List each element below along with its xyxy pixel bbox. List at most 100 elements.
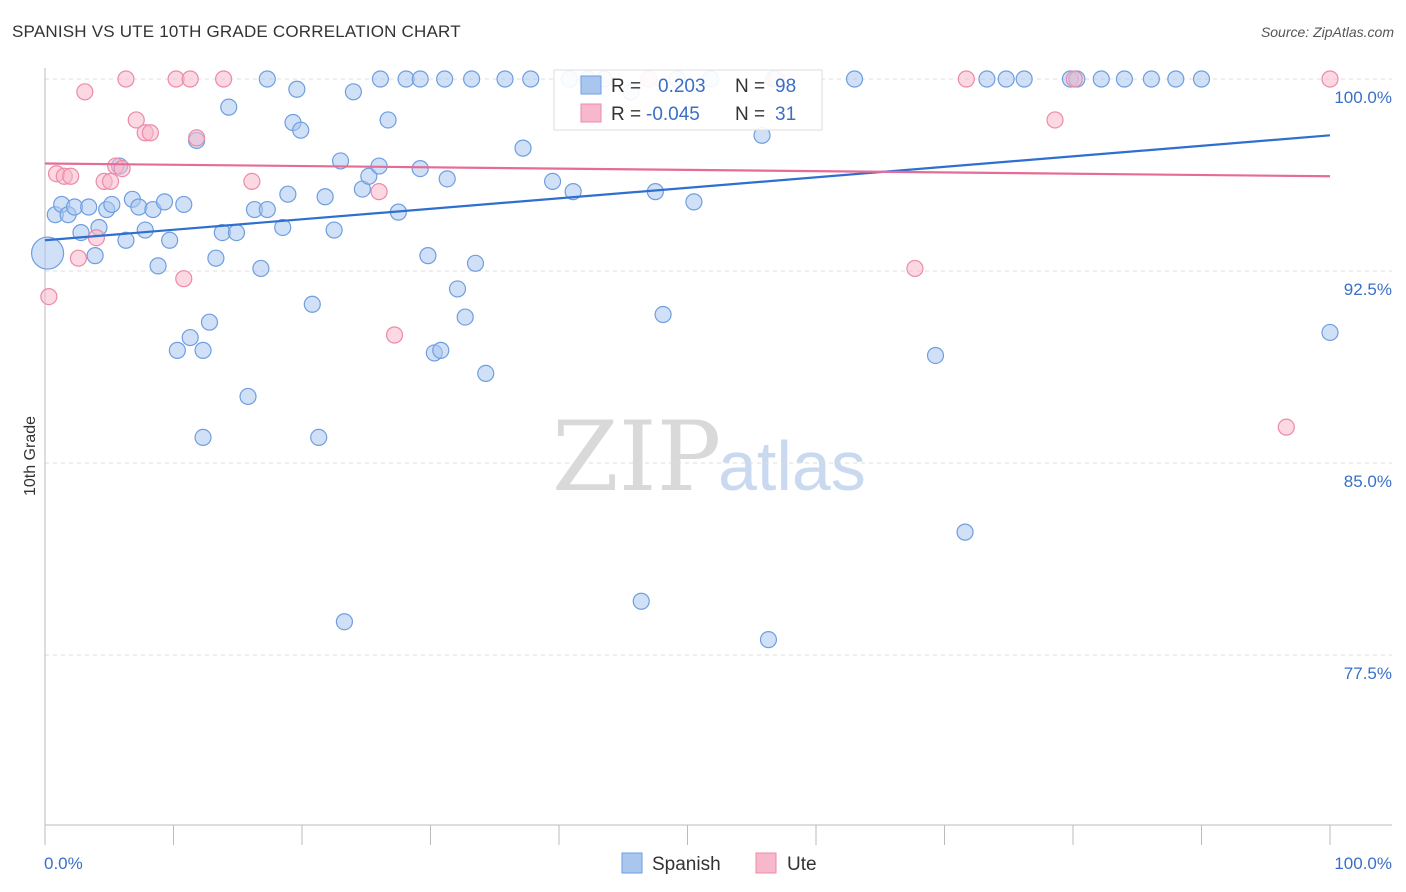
- ute-point: [181, 70, 199, 88]
- spanish-point: [258, 70, 276, 88]
- spanish-point: [379, 111, 397, 129]
- spanish-point: [926, 346, 945, 365]
- spanish-point: [168, 341, 186, 359]
- spanish-point: [1142, 70, 1160, 88]
- spanish-point: [1321, 323, 1339, 342]
- legend-ute-label: Ute: [787, 854, 817, 875]
- spanish-point: [360, 167, 378, 185]
- spanish-point: [181, 328, 199, 347]
- spanish-point: [448, 280, 467, 298]
- ute-point: [76, 83, 94, 101]
- stats-box: R = 0.203 N = 98 R = -0.045 N = 31: [553, 69, 823, 131]
- spanish-point: [956, 523, 974, 541]
- spanish-point: [292, 121, 310, 139]
- ute-point: [101, 172, 120, 190]
- spanish-point: [496, 70, 514, 88]
- stats-r-value-2: -0.045: [646, 104, 700, 125]
- legend-ute-swatch: [755, 852, 777, 874]
- stats-r-value-1: 0.203: [658, 76, 706, 97]
- ute-point: [1321, 70, 1339, 88]
- spanish-point: [316, 188, 334, 206]
- spanish-point: [325, 221, 343, 239]
- spanish-point: [419, 247, 437, 265]
- spanish-point: [978, 70, 996, 88]
- spanish-point: [331, 152, 350, 170]
- y-tick-labels: 100.0% 92.5% 85.0% 77.5%: [1334, 88, 1392, 683]
- stats-ute-swatch: [580, 103, 602, 123]
- spanish-point: [200, 313, 219, 331]
- spanish-point: [654, 305, 672, 324]
- spanish-point: [288, 80, 306, 98]
- spanish-point: [463, 70, 481, 88]
- ute-point: [87, 229, 106, 247]
- spanish-point: [371, 70, 389, 88]
- spanish-point: [30, 236, 65, 270]
- y-tick-label: 85.0%: [1344, 472, 1392, 491]
- ute-point: [957, 70, 975, 88]
- ute-point: [69, 249, 88, 267]
- spanish-points: [30, 70, 1339, 649]
- spanish-point: [436, 70, 454, 88]
- y-tick-label: 100.0%: [1334, 88, 1392, 107]
- spanish-point: [103, 195, 121, 214]
- spanish-point: [466, 254, 485, 272]
- chart-title: SPANISH VS UTE 10TH GRADE CORRELATION CH…: [12, 22, 461, 41]
- y-tick-label: 77.5%: [1344, 664, 1392, 683]
- legend: Spanish Ute: [621, 852, 817, 875]
- spanish-point: [632, 592, 650, 610]
- spanish-point: [207, 249, 225, 267]
- ute-point: [141, 124, 159, 142]
- stats-n-value-1: 98: [775, 76, 796, 97]
- x-tick-labels: 0.0% 100.0%: [44, 854, 1392, 873]
- watermark-atlas: atlas: [718, 427, 866, 505]
- spanish-point: [80, 198, 98, 216]
- x-tick-label: 100.0%: [1334, 854, 1392, 873]
- spanish-point: [477, 364, 495, 382]
- spanish-point: [310, 428, 328, 446]
- stats-spanish-swatch: [580, 75, 602, 95]
- spanish-point: [258, 200, 276, 219]
- stats-n-label-2: N =: [735, 104, 765, 125]
- stats-r-label-1: R =: [611, 76, 641, 97]
- axes: [44, 68, 1392, 845]
- spanish-point: [303, 295, 321, 313]
- spanish-point: [543, 172, 562, 190]
- ute-point: [175, 270, 193, 288]
- spanish-point: [194, 428, 212, 446]
- ute-trendline: [44, 162, 1331, 178]
- ute-point: [40, 288, 58, 306]
- spanish-point: [1192, 70, 1211, 88]
- ute-point: [1277, 418, 1295, 436]
- ute-point: [215, 70, 233, 88]
- spanish-point: [344, 83, 362, 101]
- spanish-point: [845, 70, 864, 88]
- ute-point: [127, 111, 145, 129]
- spanish-point: [522, 70, 540, 88]
- ute-point: [385, 326, 404, 344]
- ute-point: [117, 70, 135, 88]
- spanish-point: [175, 195, 193, 214]
- spanish-point: [149, 257, 167, 275]
- legend-spanish-swatch: [621, 852, 643, 874]
- spanish-point: [759, 631, 778, 649]
- ute-point: [1046, 111, 1064, 129]
- legend-spanish-label: Spanish: [652, 854, 721, 875]
- spanish-point: [997, 70, 1015, 88]
- x-tick-label: 0.0%: [44, 854, 83, 873]
- spanish-point: [274, 218, 292, 237]
- spanish-point: [335, 613, 354, 631]
- spanish-point: [432, 341, 450, 359]
- source-credit: Source: ZipAtlas.com: [1260, 24, 1394, 40]
- y-tick-label: 92.5%: [1344, 280, 1392, 299]
- spanish-point: [220, 98, 238, 116]
- ute-point: [370, 183, 388, 201]
- stats-n-value-2: 31: [775, 104, 796, 125]
- spanish-point: [1167, 70, 1185, 88]
- spanish-point: [130, 198, 148, 216]
- spanish-point: [86, 247, 104, 265]
- y-axis-label: 10th Grade: [22, 416, 39, 496]
- spanish-point: [514, 139, 532, 157]
- ute-point: [906, 259, 924, 278]
- spanish-point: [564, 183, 582, 201]
